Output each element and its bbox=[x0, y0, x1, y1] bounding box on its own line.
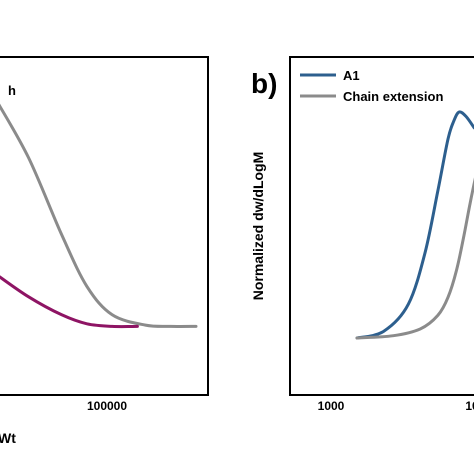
panel-a-legend-fragment: h bbox=[8, 83, 16, 98]
panel-a: h 100000 Wt bbox=[0, 56, 209, 446]
panel-a-series-group bbox=[0, 103, 198, 329]
panel-b-x-tick-label: 1000 bbox=[318, 399, 345, 413]
panel-a-x-axis-label: Wt bbox=[0, 430, 16, 446]
panel-b-ticks-group: 1000 10 bbox=[318, 399, 474, 413]
panel-b: b) Normalized dw/dLogM 1000 10 A1 Chain ex… bbox=[250, 56, 474, 413]
panel-b-legend: A1 Chain extension bbox=[300, 68, 443, 104]
panel-a-series-2-line bbox=[0, 275, 139, 329]
panel-b-series-group bbox=[355, 110, 474, 340]
panel-a-frame bbox=[0, 56, 209, 396]
panel-b-series-1-line bbox=[355, 110, 474, 340]
panel-b-x-tick-label: 10 bbox=[465, 399, 474, 413]
panel-b-y-axis-label: Normalized dw/dLogM bbox=[250, 152, 266, 301]
panel-a-series-1-line bbox=[0, 103, 198, 328]
legend-label-1: A1 bbox=[343, 68, 360, 83]
panel-b-label: b) bbox=[251, 68, 277, 99]
panel-a-x-tick-label: 100000 bbox=[87, 399, 127, 413]
panel-b-series-2-line bbox=[355, 177, 474, 340]
legend-label-2: Chain extension bbox=[343, 89, 443, 104]
panel-b-frame bbox=[289, 56, 474, 396]
panel-a-ticks-group: 100000 bbox=[87, 399, 127, 413]
